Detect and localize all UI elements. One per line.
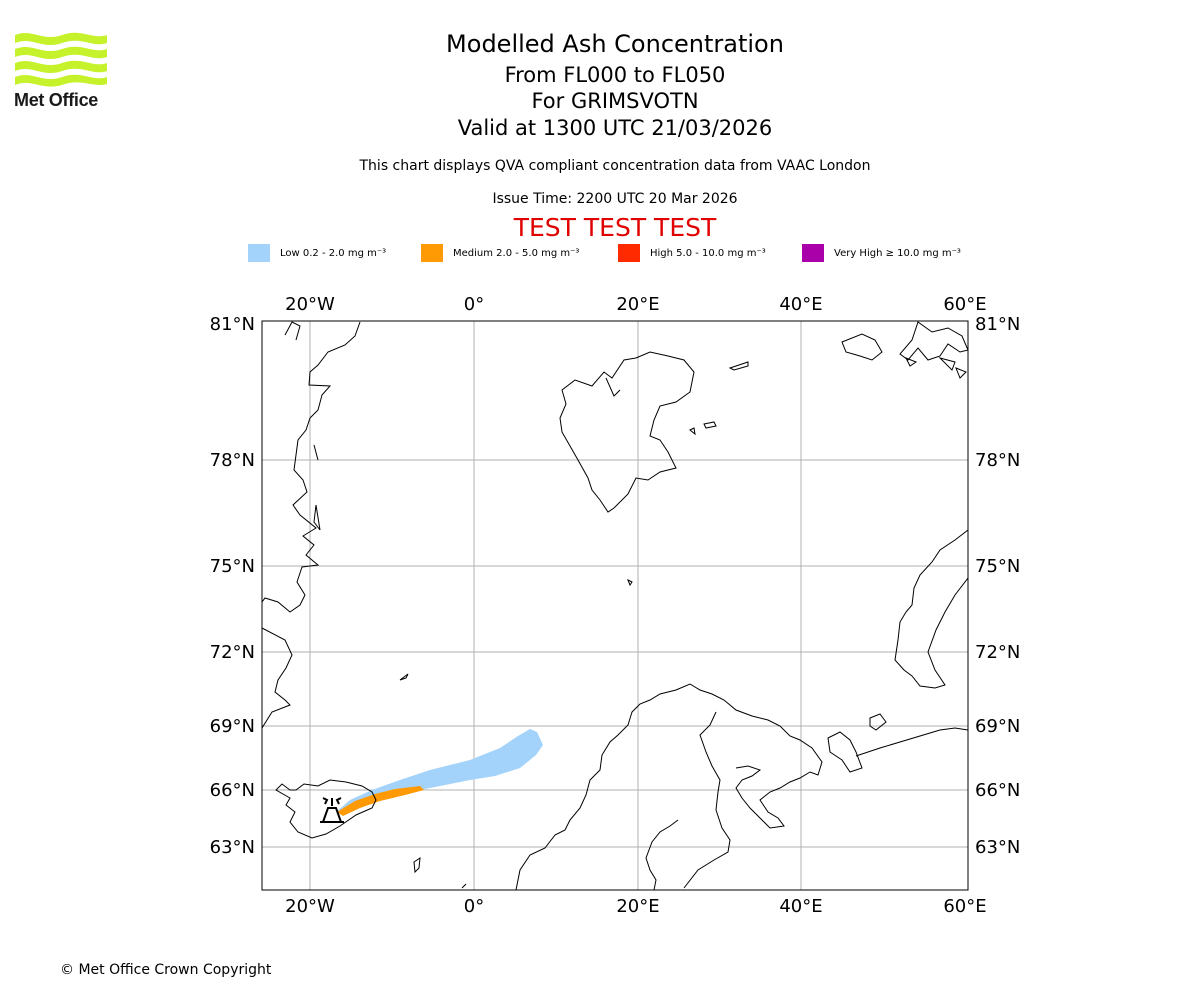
- right-lat-label: 72°N: [975, 642, 1020, 663]
- met-office-logo: [15, 32, 107, 87]
- volcano-icon: [320, 797, 344, 823]
- novaya-zemlya-coast: [894, 529, 968, 689]
- right-lat-label: 75°N: [975, 556, 1020, 577]
- left-lat-label: 78°N: [210, 450, 255, 471]
- gridlines: [262, 321, 968, 890]
- legend-label-low: Low 0.2 - 2.0 mg m⁻³: [280, 247, 387, 259]
- bottom-lon-label: 60°E: [943, 896, 986, 917]
- left-lat-label: 69°N: [210, 716, 255, 737]
- coastlines: [262, 321, 968, 890]
- chart-title: Modelled Ash Concentration: [446, 30, 784, 58]
- legend-swatch-medium: [421, 244, 443, 262]
- qva-note: This chart displays QVA compliant concen…: [359, 158, 871, 174]
- valid-time: Valid at 1300 UTC 21/03/2026: [457, 116, 773, 140]
- jan-mayen-coast: [399, 673, 409, 681]
- left-lat-label: 72°N: [210, 642, 255, 663]
- top-lon-label: 40°E: [779, 294, 822, 315]
- right-lat-labels: 81°N 78°N 75°N 72°N 69°N 66°N 63°N: [975, 314, 1020, 858]
- legend: Low 0.2 - 2.0 mg m⁻³ Medium 2.0 - 5.0 mg…: [0, 244, 1200, 264]
- legend-label-medium: Medium 2.0 - 5.0 mg m⁻³: [453, 247, 580, 259]
- logo-text: Met Office: [14, 90, 99, 110]
- legend-label-very-high: Very High ≥ 10.0 mg m⁻³: [834, 247, 961, 259]
- volcano-name: For GRIMSVOTN: [531, 89, 699, 113]
- legend-swatch-low: [248, 244, 270, 262]
- bottom-lon-label: 40°E: [779, 896, 822, 917]
- legend-item-low: Low 0.2 - 2.0 mg m⁻³: [248, 244, 386, 262]
- top-lon-label: 20°E: [616, 294, 659, 315]
- legend-item-medium: Medium 2.0 - 5.0 mg m⁻³: [421, 244, 579, 262]
- bottom-lon-label: 20°E: [616, 896, 659, 917]
- bottom-lon-labels: 20°W 0° 20°E 40°E 60°E: [285, 896, 986, 917]
- greenland-coast: [262, 321, 361, 729]
- right-lat-label: 81°N: [975, 314, 1020, 335]
- issue-time: Issue Time: 2200 UTC 20 Mar 2026: [492, 191, 738, 207]
- top-lon-labels: 20°W 0° 20°E 40°E 60°E: [285, 294, 986, 315]
- svalbard-coast: [559, 351, 695, 513]
- flight-levels: From FL000 to FL050: [504, 63, 726, 87]
- faroe-coast: [413, 856, 421, 874]
- top-lon-label: 60°E: [943, 294, 986, 315]
- map-frame: [261, 320, 969, 891]
- ash-medium-area: [337, 786, 424, 816]
- top-lon-label: 0°: [464, 294, 484, 315]
- bottom-lon-label: 20°W: [285, 896, 335, 917]
- right-lat-label: 66°N: [975, 780, 1020, 801]
- legend-swatch-high: [618, 244, 640, 262]
- legend-swatch-very-high: [802, 244, 824, 262]
- right-lat-label: 69°N: [975, 716, 1020, 737]
- left-lat-label: 75°N: [210, 556, 255, 577]
- legend-item-high: High 5.0 - 10.0 mg m⁻³: [618, 244, 766, 262]
- bottom-lon-label: 0°: [464, 896, 484, 917]
- legend-item-very-high: Very High ≥ 10.0 mg m⁻³: [802, 244, 961, 262]
- franz-josef-coast: [841, 321, 968, 379]
- test-banner: TEST TEST TEST: [513, 213, 717, 242]
- right-lat-label: 63°N: [975, 837, 1020, 858]
- scandinavia-coast: [461, 683, 968, 890]
- left-lat-label: 81°N: [210, 314, 255, 335]
- left-lat-labels: 81°N 78°N 75°N 72°N 69°N 66°N 63°N: [210, 314, 255, 858]
- right-lat-label: 78°N: [975, 450, 1020, 471]
- legend-label-high: High 5.0 - 10.0 mg m⁻³: [650, 247, 766, 259]
- copyright: © Met Office Crown Copyright: [60, 962, 272, 978]
- top-lon-label: 20°W: [285, 294, 335, 315]
- iceland-coast: [275, 779, 377, 839]
- left-lat-label: 63°N: [210, 837, 255, 858]
- left-lat-label: 66°N: [210, 780, 255, 801]
